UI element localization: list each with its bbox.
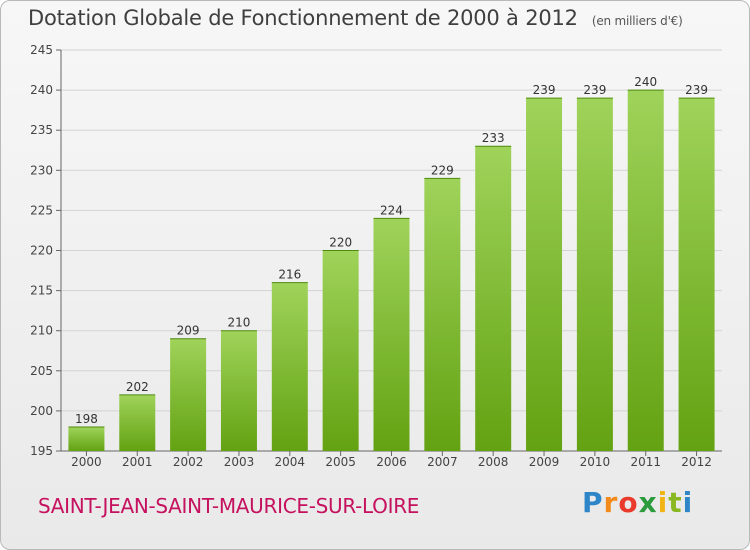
bar (678, 98, 715, 452)
data-label: 216 (278, 268, 301, 282)
y-tick-label: 245 (30, 43, 53, 57)
y-tick-label: 200 (30, 404, 53, 418)
bar (627, 90, 664, 451)
bar (220, 330, 257, 451)
bar (576, 98, 613, 452)
bar (373, 218, 410, 451)
x-tick-label: 2007 (427, 455, 458, 469)
bar (119, 394, 156, 451)
x-tick-label: 2001 (122, 455, 153, 469)
bar (322, 250, 359, 451)
x-tick-label: 2008 (478, 455, 509, 469)
commune-name: SAINT-JEAN-SAINT-MAURICE-SUR-LOIRE (38, 494, 420, 518)
data-label: 198 (75, 412, 98, 426)
y-tick-label: 220 (30, 244, 53, 258)
y-tick-label: 215 (30, 284, 53, 298)
y-tick-label: 195 (30, 444, 53, 458)
logo-letter: t (668, 486, 683, 519)
data-label: 233 (482, 131, 505, 145)
logo-letter: P (582, 486, 604, 519)
y-tick-label: 230 (30, 163, 53, 177)
x-tick-label: 2004 (275, 455, 306, 469)
data-label: 202 (126, 380, 149, 394)
chart-title: Dotation Globale de Fonctionnement de 20… (28, 6, 683, 30)
logo-letter: o (618, 486, 639, 519)
logo-letter: r (603, 486, 619, 519)
x-tick-label: 2012 (681, 455, 712, 469)
bar (271, 282, 308, 451)
x-tick-label: 2010 (580, 455, 611, 469)
data-label: 224 (380, 203, 403, 217)
data-label: 220 (329, 236, 352, 250)
x-tick-label: 2002 (173, 455, 204, 469)
y-tick-label: 210 (30, 324, 53, 338)
x-tick-label: 2005 (325, 455, 356, 469)
x-tick-label: 2003 (224, 455, 255, 469)
logo-letter: i (682, 486, 694, 519)
bar (424, 178, 461, 451)
chart-title-text: Dotation Globale de Fonctionnement de 20… (28, 6, 578, 30)
x-tick-label: 2000 (71, 455, 102, 469)
bar (68, 426, 105, 451)
data-label: 239 (685, 83, 708, 97)
logo-letter: i (657, 486, 669, 519)
data-label: 239 (533, 83, 556, 97)
y-tick-label: 235 (30, 123, 53, 137)
unit-note: (en milliers d'€) (591, 14, 683, 28)
y-tick-label: 205 (30, 364, 53, 378)
logo-letter: x (638, 486, 658, 519)
data-label: 209 (177, 324, 200, 338)
proxiti-logo: Proxiti (582, 486, 693, 519)
y-tick-label: 225 (30, 203, 53, 217)
x-tick-label: 2011 (630, 455, 661, 469)
x-tick-label: 2009 (529, 455, 560, 469)
bar (475, 146, 512, 452)
data-label: 239 (583, 83, 606, 97)
x-tick-label: 2006 (376, 455, 407, 469)
bar (526, 98, 563, 452)
data-label: 229 (431, 163, 454, 177)
y-tick-label: 240 (30, 83, 53, 97)
data-label: 240 (634, 75, 657, 89)
bar (170, 338, 207, 451)
data-label: 210 (228, 316, 251, 330)
